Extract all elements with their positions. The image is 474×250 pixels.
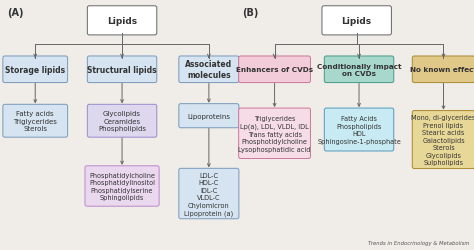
Text: Mono, di-glycerides
Prenol lipids
Stearic acids
Galactolipids
Sterols
Glycolipid: Mono, di-glycerides Prenol lipids Steari… xyxy=(411,114,474,166)
FancyBboxPatch shape xyxy=(3,57,68,83)
Text: Trends in Endocrinology & Metabolism: Trends in Endocrinology & Metabolism xyxy=(368,240,469,245)
Text: Lipids: Lipids xyxy=(107,17,137,26)
FancyBboxPatch shape xyxy=(87,57,157,83)
Text: Enhancers of CVDs: Enhancers of CVDs xyxy=(236,67,313,73)
FancyBboxPatch shape xyxy=(412,111,474,169)
Text: Lipoproteins: Lipoproteins xyxy=(187,113,230,119)
FancyBboxPatch shape xyxy=(87,105,157,138)
Text: Fatty Acids
Phospholipids
HDL
Sphingosine-1-phosphate: Fatty Acids Phospholipids HDL Sphingosin… xyxy=(317,116,401,144)
Text: LDL-C
HDL-C
IDL-C
VLDL-C
Chylomicron
Lipoprotein (a): LDL-C HDL-C IDL-C VLDL-C Chylomicron Lip… xyxy=(184,172,234,216)
FancyBboxPatch shape xyxy=(324,109,394,151)
FancyBboxPatch shape xyxy=(179,168,239,219)
FancyBboxPatch shape xyxy=(3,105,68,138)
FancyBboxPatch shape xyxy=(239,57,310,83)
Text: Triglycerides
Lp(a), LDL, VLDL, IDL
Trans fatty acids
Phosphotidylcholine
Lysoph: Triglycerides Lp(a), LDL, VLDL, IDL Tran… xyxy=(238,116,311,152)
Text: Structural lipids: Structural lipids xyxy=(87,66,157,74)
Text: Storage lipids: Storage lipids xyxy=(5,66,65,74)
Text: (A): (A) xyxy=(7,8,24,18)
Text: Associated
molecules: Associated molecules xyxy=(185,60,232,80)
FancyBboxPatch shape xyxy=(324,57,394,83)
Text: Glycolipids
Ceramides
Phospholipids: Glycolipids Ceramides Phospholipids xyxy=(98,111,146,132)
FancyBboxPatch shape xyxy=(179,104,239,128)
FancyBboxPatch shape xyxy=(239,108,310,159)
Text: Fatty acids
Triglycerides
Sterols: Fatty acids Triglycerides Sterols xyxy=(13,111,57,132)
Text: Lipids: Lipids xyxy=(342,17,372,26)
Text: Phosphatidylcholine
Phosphatidylinositol
Phosphatidylserine
Sphingolipids: Phosphatidylcholine Phosphatidylinositol… xyxy=(89,172,155,201)
FancyBboxPatch shape xyxy=(322,7,392,36)
FancyBboxPatch shape xyxy=(87,7,157,36)
FancyBboxPatch shape xyxy=(85,166,159,206)
Text: Conditionally impact
on CVDs: Conditionally impact on CVDs xyxy=(317,63,401,77)
Text: (B): (B) xyxy=(242,8,258,18)
FancyBboxPatch shape xyxy=(412,57,474,83)
FancyBboxPatch shape xyxy=(179,57,239,83)
Text: No known effect: No known effect xyxy=(410,67,474,73)
